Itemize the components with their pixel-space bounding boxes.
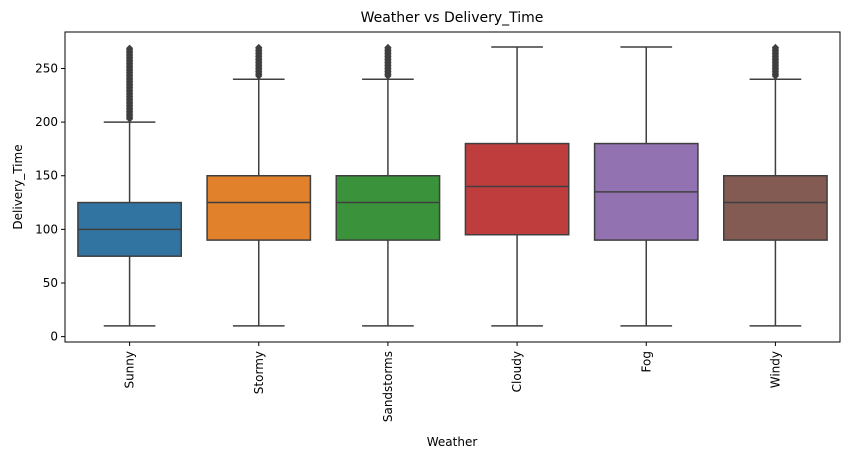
outlier-point (771, 43, 780, 52)
x-tick-label: Fog (639, 351, 653, 372)
box-sandstorms (335, 174, 441, 241)
outlier-point (384, 43, 392, 52)
outlier-point (255, 43, 263, 52)
y-tick-label: 150 (35, 169, 58, 183)
box-stormy (206, 174, 312, 241)
x-tick-label: Cloudy (510, 351, 524, 392)
x-tick-label: Sunny (123, 351, 137, 389)
x-tick-label: Stormy (252, 351, 266, 394)
plot-area: 0 50 100 150 200 250 Sunny Stormy Sandstorms Clou… (35, 43, 828, 422)
x-tick-label: Sandstorms (381, 351, 395, 422)
box-cloudy (464, 142, 570, 236)
y-tick-label: 0 (50, 330, 58, 344)
y-axis-label: Delivery_Time (11, 144, 25, 229)
y-tick-label: 50 (43, 276, 58, 290)
x-tick-label: Windy (768, 351, 782, 388)
y-tick-label: 100 (35, 222, 58, 236)
x-axis-label: Weather (427, 435, 478, 449)
y-tick-label: 200 (35, 115, 58, 129)
outlier-point (125, 44, 134, 52)
chart-title: Weather vs Delivery_Time (361, 10, 544, 26)
plot-frame (64, 31, 841, 343)
box-windy (723, 174, 828, 241)
y-tick-label: 250 (35, 61, 58, 75)
